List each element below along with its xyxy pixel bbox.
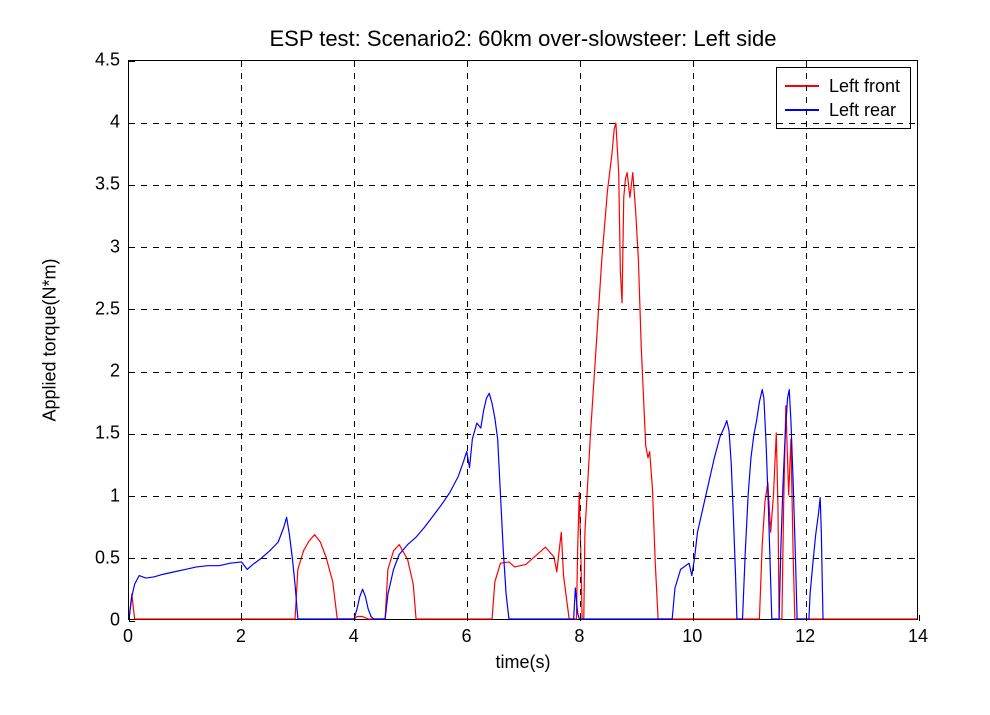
x-tick-label: 10: [682, 626, 702, 647]
grid-line-horizontal: [129, 247, 917, 248]
series-svg: [129, 61, 917, 619]
y-tick: [129, 123, 135, 124]
x-tick: [806, 615, 807, 621]
x-tick: [580, 615, 581, 621]
x-tick: [241, 615, 242, 621]
grid-line-horizontal: [129, 309, 917, 310]
series-line: [129, 390, 824, 619]
grid-line-horizontal: [129, 372, 917, 373]
y-tick: [129, 61, 135, 62]
grid-line-horizontal: [129, 558, 917, 559]
x-tick: [354, 615, 355, 621]
y-tick: [129, 309, 135, 310]
y-tick-label: 0.5: [95, 547, 120, 568]
legend-item: Left front: [785, 74, 900, 98]
y-tick-label: 2: [110, 361, 120, 382]
x-tick-label: 6: [462, 626, 472, 647]
y-tick-label: 4: [110, 112, 120, 133]
grid-line-vertical: [693, 61, 694, 619]
y-tick: [129, 185, 135, 186]
figure: Left front Left rear ESP test: Scenario2:…: [0, 0, 990, 715]
grid-line-vertical: [354, 61, 355, 619]
x-tick: [693, 615, 694, 621]
grid-line-horizontal: [129, 496, 917, 497]
grid-line-vertical: [580, 61, 581, 619]
y-tick: [129, 621, 135, 622]
y-tick-label: 1.5: [95, 423, 120, 444]
plot-area: Left front Left rear: [128, 60, 918, 620]
legend-label: Left front: [829, 76, 900, 97]
x-tick-label: 0: [123, 626, 133, 647]
x-axis-label: time(s): [496, 652, 551, 673]
grid-line-vertical: [241, 61, 242, 619]
y-tick-label: 3: [110, 236, 120, 257]
y-tick-label: 3.5: [95, 174, 120, 195]
x-tick: [467, 615, 468, 621]
y-axis-label: Applied torque(N*m): [40, 258, 61, 421]
y-tick: [129, 434, 135, 435]
grid-line-horizontal: [129, 123, 917, 124]
chart-title: ESP test: Scenario2: 60km over-slowsteer…: [269, 26, 776, 52]
y-tick: [129, 558, 135, 559]
x-tick-label: 4: [349, 626, 359, 647]
grid-line-horizontal: [129, 185, 917, 186]
y-tick-label: 2.5: [95, 298, 120, 319]
legend-swatch: [785, 85, 819, 87]
y-tick: [129, 496, 135, 497]
y-tick: [129, 247, 135, 248]
x-tick-label: 8: [574, 626, 584, 647]
grid-line-horizontal: [129, 434, 917, 435]
x-tick-label: 2: [236, 626, 246, 647]
y-tick: [129, 372, 135, 373]
grid-line-vertical: [806, 61, 807, 619]
x-tick: [919, 615, 920, 621]
legend-label: Left rear: [829, 100, 896, 121]
legend-swatch: [785, 109, 819, 111]
x-tick-label: 14: [908, 626, 928, 647]
legend: Left front Left rear: [776, 67, 911, 129]
y-tick-label: 0: [110, 610, 120, 631]
legend-item: Left rear: [785, 98, 900, 122]
x-tick-label: 12: [795, 626, 815, 647]
grid-line-vertical: [467, 61, 468, 619]
y-tick-label: 1: [110, 485, 120, 506]
y-tick-label: 4.5: [95, 50, 120, 71]
